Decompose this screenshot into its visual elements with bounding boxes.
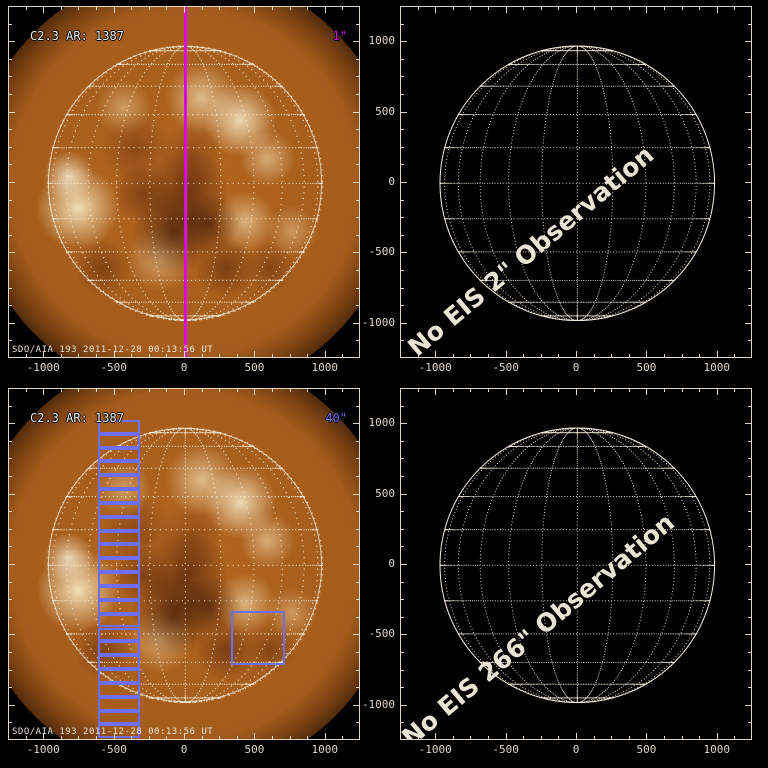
axis-tick-label: 500 [375,486,395,500]
axis-tick-label: 500 [636,361,657,374]
axis-tick-label: -1000 [26,361,60,374]
eis-raster-fov-box[interactable] [97,682,140,697]
eis-raster-fov-box[interactable] [97,669,140,683]
eis-raster-fov-box[interactable] [97,530,140,545]
slit-width-label-top: 1" [332,29,347,43]
panel-bottom-right: No EIS 266" Observation -1000 -500 0 500 100… [362,388,752,756]
eis-raster-fov-box[interactable] [97,613,140,628]
eis-raster-fov-box[interactable] [97,655,140,669]
axis-tick-label: 0 [388,175,395,188]
axis-tick-label: -500 [492,743,519,756]
eis-raster-fov-box[interactable] [97,489,140,503]
eis-raster-fov-box[interactable] [97,502,140,517]
eis-raster-fov-box[interactable] [97,585,140,600]
panel-bottom-left: C2.3 AR: 1387 40" SDO/AIA 193 2011-12-28… [8,388,360,756]
flare-label-bottom: C2.3 AR: 1387 [30,411,124,425]
axis-tick-label: -1000 [361,697,395,711]
plot-area-bottom-right: No EIS 266" Observation [400,388,752,740]
eis-raster-fov-box[interactable] [97,461,140,476]
axis-tick-label: 500 [244,361,265,374]
axis-tick-label: -1000 [418,743,452,756]
axis-tick-label: 0 [180,743,188,756]
plot-area-top-left: C2.3 AR: 1387 1" SDO/AIA 193 2011-12-28 … [8,6,360,358]
axis-tick-label: 1000 [703,743,731,756]
axis-tick-label: 1000 [703,361,731,374]
eis-raster-fov-box[interactable] [97,516,140,531]
eis-raster-fov-box[interactable] [97,475,140,490]
axis-tick-label: -500 [100,743,127,756]
axis-tick-label: -500 [100,361,127,374]
axis-tick-label: -1000 [418,361,452,374]
active-region-fov-box[interactable] [231,611,285,665]
axis-tick-label: 1000 [311,361,339,374]
image-timestamp-bottom: SDO/AIA 193 2011-12-28 00:13:56 UT [12,727,214,737]
eis-raster-fov-box[interactable] [97,696,140,711]
eis-raster-fov-box[interactable] [97,544,140,559]
axis-tick-label: 500 [375,104,395,118]
plot-area-top-right: No EIS 2" Observation [400,6,752,358]
eis-raster-fov-box[interactable] [97,572,140,586]
image-timestamp-top: SDO/AIA 193 2011-12-28 00:13:56 UT [12,345,214,355]
axis-tick-label: -500 [492,361,519,374]
flare-label-top: C2.3 AR: 1387 [30,29,124,43]
aia-193-image-bottom [9,389,359,739]
eis-raster-fov-box[interactable] [97,627,140,642]
eis-slit-line[interactable] [183,7,187,357]
axis-tick-label: 0 [180,361,188,374]
axis-tick-label: -1000 [26,743,60,756]
axis-tick-label: 0 [572,743,580,756]
axis-tick-label: 0 [572,361,580,374]
axis-tick-label: -500 [368,245,396,259]
eis-raster-fov-box[interactable] [97,599,140,614]
panel-top-right: No EIS 2" Observation -1000 -500 0 500 1000 1… [362,6,752,374]
panel-top-left: C2.3 AR: 1387 1" SDO/AIA 193 2011-12-28 … [8,6,360,374]
eis-raster-fov-box[interactable] [97,641,140,656]
axis-tick-label: -500 [368,627,396,641]
plot-area-bottom-left: C2.3 AR: 1387 40" SDO/AIA 193 2011-12-28… [8,388,360,740]
axis-tick-label: 500 [244,743,265,756]
axis-tick-label: 0 [388,557,395,570]
axis-tick-label: 1000 [368,416,396,430]
eis-raster-fov-box[interactable] [97,447,140,462]
axis-tick-label: 500 [636,743,657,756]
slit-width-label-bottom: 40" [325,411,347,425]
eis-raster-fov-box[interactable] [97,558,140,573]
axis-tick-label: 1000 [311,743,339,756]
axis-tick-label: -1000 [361,315,395,329]
eis-raster-fov-box[interactable] [97,710,140,725]
axis-tick-label: 1000 [368,34,396,48]
eis-raster-fov-box[interactable] [97,433,140,448]
